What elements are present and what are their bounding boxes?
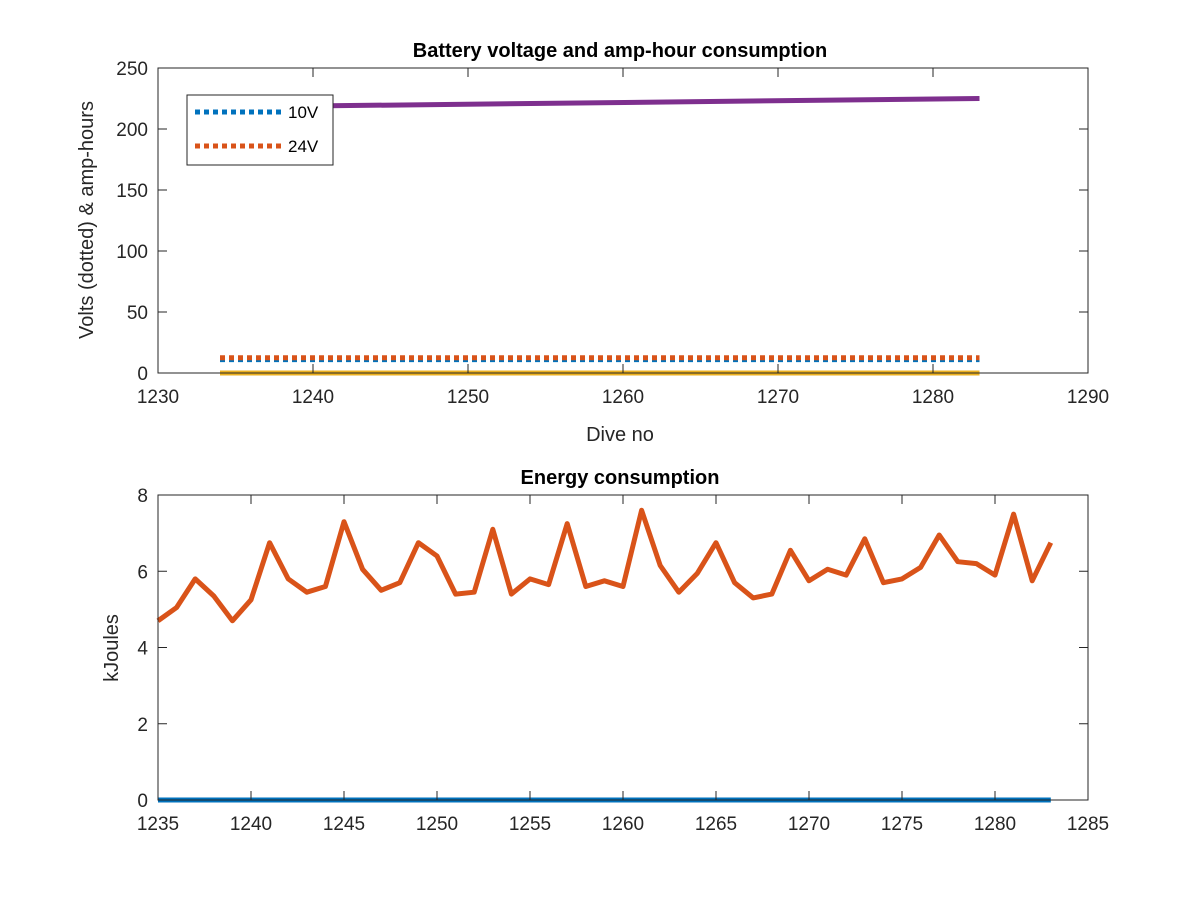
y-tick-label: 0	[137, 364, 148, 385]
x-tick-label: 1260	[602, 814, 644, 835]
legend: 10V 24V	[186, 94, 334, 166]
x-tick-label: 1240	[230, 814, 272, 835]
y-tick-label: 8	[137, 486, 148, 507]
chart-title: Battery voltage and amp-hour consumption	[413, 40, 827, 62]
x-tick-label: 1275	[881, 814, 923, 835]
x-tick-label: 1265	[695, 814, 737, 835]
y-tick-label: 50	[127, 303, 148, 324]
axis-ticks: 1230 1240 1250 1260 1270 1280 1290 0 50 100 150 200…	[116, 59, 1109, 408]
x-tick-label: 1250	[416, 814, 458, 835]
x-tick-label: 1280	[974, 814, 1016, 835]
y-tick-label: 6	[137, 562, 148, 583]
legend-label-24v: 24V	[288, 137, 319, 156]
legend-label-10v: 10V	[288, 103, 319, 122]
voltage-chart: 1230 1240 1250 1260 1270 1280 1290 0 50 100 150 200…	[76, 40, 1109, 446]
y-tick-label: 100	[116, 242, 148, 263]
energy-chart: 1235 1240 1245 1250 1255 1260 1265 1270 1275 1280…	[101, 467, 1109, 835]
plot-area	[158, 495, 1088, 800]
y-tick-label: 0	[137, 791, 148, 812]
x-tick-label: 1270	[788, 814, 830, 835]
y-tick-label: 200	[116, 120, 148, 141]
series-line-3	[219, 96, 980, 110]
x-tick-label: 1285	[1067, 814, 1109, 835]
y-tick-label: 250	[116, 59, 148, 80]
chart-title: Energy consumption	[521, 467, 720, 489]
y-axis-label: Volts (dotted) & amp-hours	[76, 101, 98, 339]
x-tick-label: 1270	[757, 387, 799, 408]
axis-ticks: 1235 1240 1245 1250 1255 1260 1265 1270 1275 1280…	[137, 486, 1109, 835]
x-tick-label: 1290	[1067, 387, 1109, 408]
y-tick-label: 4	[137, 639, 148, 660]
x-tick-label: 1245	[323, 814, 365, 835]
x-tick-label: 1230	[137, 387, 179, 408]
legend-box	[186, 94, 334, 166]
x-tick-label: 1235	[137, 814, 179, 835]
x-tick-label: 1250	[447, 387, 489, 408]
x-tick-label: 1260	[602, 387, 644, 408]
series-line-0	[156, 507, 1054, 624]
x-tick-label: 1280	[912, 387, 954, 408]
x-tick-label: 1240	[292, 387, 334, 408]
x-tick-label: 1255	[509, 814, 551, 835]
y-axis-label: kJoules	[101, 614, 123, 682]
x-axis-label: Dive no	[586, 424, 654, 446]
y-tick-label: 150	[116, 181, 148, 202]
y-tick-label: 2	[137, 715, 148, 736]
